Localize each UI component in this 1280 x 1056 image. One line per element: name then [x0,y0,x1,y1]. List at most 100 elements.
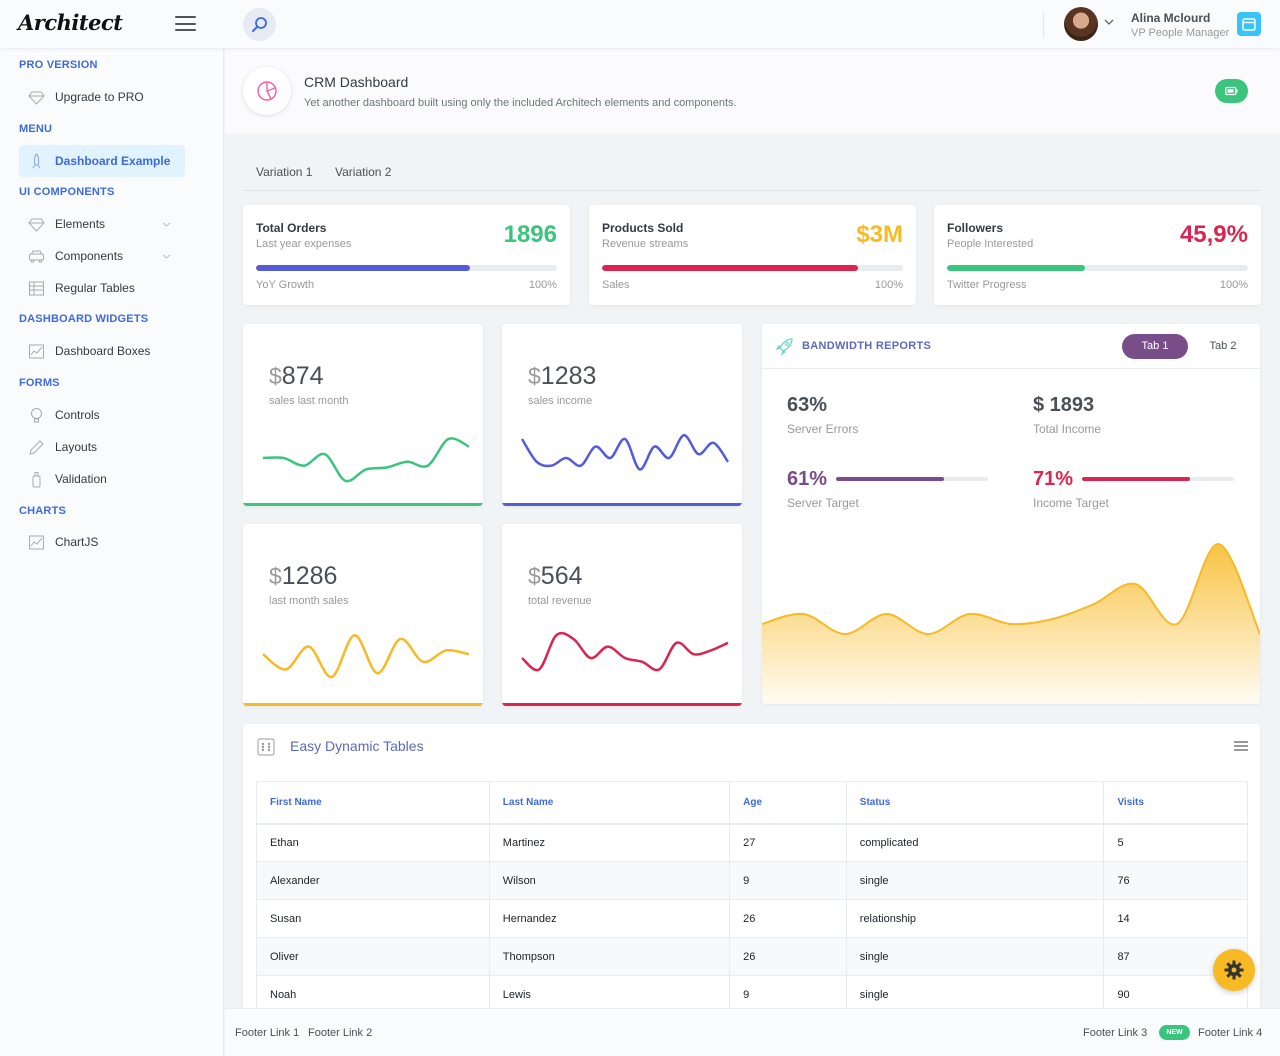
hamburger-menu-icon[interactable] [175,16,196,31]
tab-1-button[interactable]: Tab 1 [1122,334,1188,359]
bottle-icon [32,472,41,488]
tab-variation-2[interactable]: Variation 2 [335,165,392,179]
sidebar-item-chartjs[interactable]: ChartJS [19,526,185,558]
sidebar-item-dashboard[interactable]: Dashboard Example [19,145,185,177]
widget-footer-label: YoY Growth [256,279,315,291]
graph-icon [29,535,44,550]
widget-number: 45,9% [1179,221,1248,248]
nav-heading-ui: UI COMPONENTS [19,186,115,198]
widget-card-total-orders: Total Orders Last year expenses 1896 YoY… [243,205,570,305]
income-target-progress [1082,477,1234,481]
settings-fab-button[interactable] [1213,949,1255,991]
widget-footer-label: Sales [602,279,630,291]
card-bottom-accent [243,703,483,706]
footer-link-4[interactable]: Footer Link 4 [1198,1027,1263,1039]
calendar-button[interactable] [1237,12,1261,36]
card-title: BANDWIDTH REPORTS [802,340,932,352]
column-header-visits[interactable]: Visits [1103,781,1248,825]
widget-subheading: Revenue streams [602,238,689,250]
lightbulb-icon [31,408,42,423]
sales-card-2: $1283 sales income [502,324,742,506]
column-header-age[interactable]: Age [729,781,847,825]
sparkline-chart [262,633,470,679]
nav-heading-widgets: DASHBOARD WIDGETS [19,313,149,325]
chevron-down-icon [162,222,171,227]
sidebar-item-upgrade[interactable]: Upgrade to PRO [19,81,185,113]
nav-heading-menu: MENU [19,123,53,135]
nav-heading-pro: PRO VERSION [19,59,98,71]
card-header: BANDWIDTH REPORTS Tab 1 Tab 2 [762,324,1260,369]
graph-icon [29,344,44,359]
sparkline-series [520,433,730,471]
sidebar-item-label: Components [55,249,124,263]
column-header-first-name[interactable]: First Name [256,781,490,825]
search-icon [252,17,267,32]
sidebar-item-regular-tables[interactable]: Regular Tables [19,272,185,304]
sales-value: $1283 [528,362,597,390]
sidebar-item-controls[interactable]: Controls [19,399,185,431]
pie-chart-icon [257,81,277,101]
menu-lines-icon[interactable] [1234,741,1248,751]
sidebar-item-label: Validation [55,472,107,486]
page-subtitle: Yet another dashboard built using only t… [304,97,737,109]
sparkline-series [521,631,729,672]
sales-label: sales income [528,395,593,407]
widget-number: $3M [856,221,903,248]
diamond-icon [28,218,45,232]
column-header-last-name[interactable]: Last Name [488,781,731,825]
sidebar-item-dashboard-boxes[interactable]: Dashboard Boxes [19,335,185,367]
server-errors-label: Server Errors [787,422,859,436]
sidebar-item-label: Controls [55,408,100,422]
pen-icon [29,440,44,455]
table-row[interactable]: Alexander Wilson 9 single 76 [256,861,1248,900]
sidebar-item-elements[interactable]: Elements [19,208,185,240]
battery-action-button[interactable] [1215,79,1248,103]
table-row[interactable]: Ethan Martinez 27 complicated 5 [256,823,1248,862]
sales-value: $1286 [269,562,338,590]
card-bottom-accent [243,503,483,506]
table-cell: 26 [729,899,847,938]
tab-variation-1[interactable]: Variation 1 [256,165,313,179]
widget-card-products-sold: Products Sold Revenue streams $3M Sales … [589,205,916,305]
footer-link-1[interactable]: Footer Link 1 [235,1027,300,1039]
table-cell: 14 [1103,899,1248,938]
sparkline-chart [521,631,729,672]
table-cell: Hernandez [488,899,731,938]
widget-card-followers: Followers People Interested 45,9% Twitte… [934,205,1261,305]
table-cell: Ethan [256,823,490,862]
table-cell: single [845,861,1105,900]
sales-label: sales last month [269,395,349,407]
search-button[interactable] [243,8,276,41]
new-badge: NEW [1159,1025,1190,1040]
table-row[interactable]: Susan Hernandez 26 relationship 14 [256,899,1248,938]
table-icon [29,281,44,296]
card-bottom-accent [502,503,742,506]
area-fill [762,543,1260,704]
app-logo[interactable]: Architect [18,10,123,35]
table-row[interactable]: Oliver Thompson 26 single 87 [256,937,1248,976]
progress-bar [947,265,1248,271]
tab-2-button[interactable]: Tab 2 [1209,340,1237,352]
sidebar-item-layouts[interactable]: Layouts [19,431,185,463]
sidebar-item-components[interactable]: Components [19,240,185,272]
server-target-label: Server Target [787,496,859,510]
area-line [762,543,1260,636]
footer-link-2[interactable]: Footer Link 2 [308,1027,373,1039]
avatar[interactable] [1064,7,1098,41]
app-footer: Footer Link 1 Footer Link 2 Footer Link … [225,1008,1280,1056]
user-name: Alina Mclourd [1131,11,1211,25]
server-target-progress-fill [836,477,944,481]
sidebar-item-validation[interactable]: Validation [19,463,185,495]
income-target-label: Income Target [1033,496,1109,510]
table-cell: relationship [845,899,1105,938]
chevron-down-icon[interactable] [1104,17,1114,27]
widget-footer-label: Twitter Progress [947,279,1027,291]
sparkline-series [262,437,470,483]
sales-card-3: $1286 last month sales [243,524,483,706]
table-row[interactable]: Noah Lewis 9 single 90 [256,975,1248,1014]
footer-link-3[interactable]: Footer Link 3 [1083,1027,1148,1039]
progress-bar-fill [602,265,858,271]
table-cell: Alexander [256,861,490,900]
table-cell: Wilson [488,861,731,900]
column-header-status[interactable]: Status [845,781,1105,825]
